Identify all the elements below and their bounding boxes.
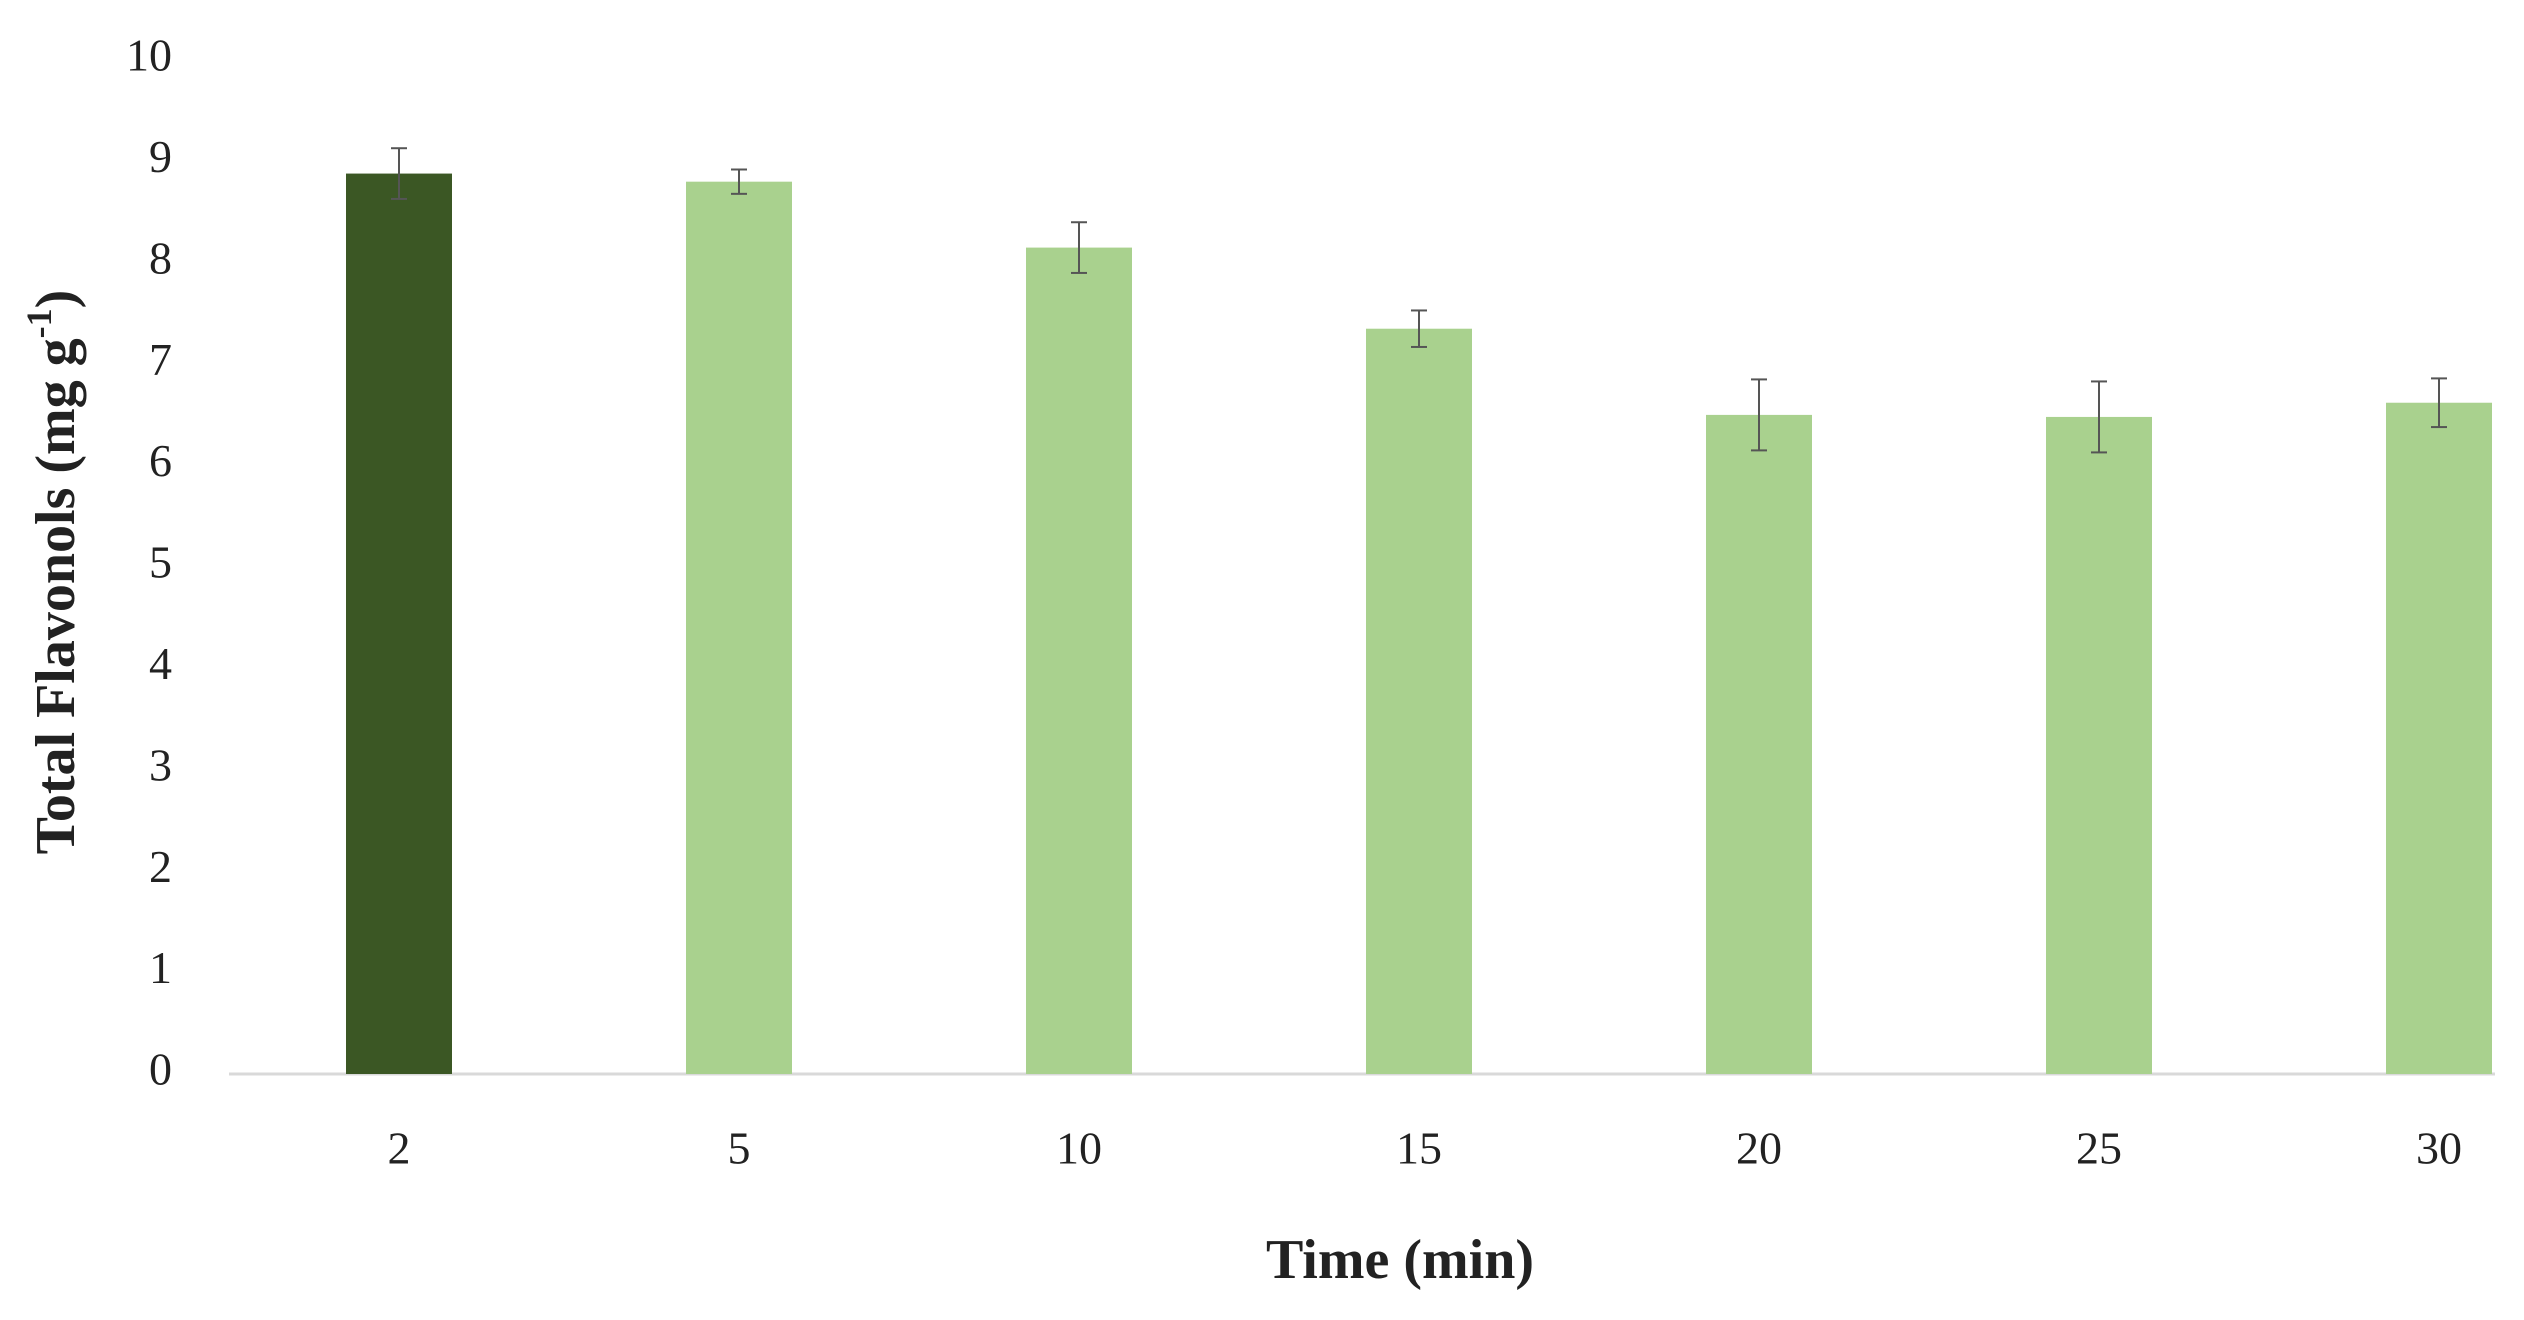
y-tick-label: 10 [126,30,172,81]
bar [686,181,792,1074]
bar [2046,416,2152,1075]
y-axis-title-sup: -1 [19,308,59,338]
x-tick-label: 5 [728,1123,751,1174]
y-axis-title-end: ) [25,290,87,309]
x-tick-label: 10 [1056,1123,1102,1174]
x-tick-label: 2 [388,1123,411,1174]
x-tick-label: 20 [1736,1123,1782,1174]
bar [346,173,452,1074]
y-axis-title: Total Flavonols (mg g-1) [19,290,87,855]
x-tick-label: 15 [1396,1123,1442,1174]
bar [1026,247,1132,1075]
y-tick-label: 7 [149,334,172,385]
y-tick-label: 2 [149,841,172,892]
x-tick-label: 30 [2416,1123,2462,1174]
y-tick-label: 0 [149,1044,172,1095]
y-tick-label: 1 [149,942,172,993]
x-tick-label: 25 [2076,1123,2122,1174]
y-tick-label: 8 [149,232,172,283]
bar [2386,402,2492,1074]
bar [1706,414,1812,1074]
y-tick-label: 6 [149,435,172,486]
y-tick-label: 5 [149,537,172,588]
y-axis-title-main: Total Flavonols (mg g [25,338,87,854]
x-axis-title: Time (min) [1266,1229,1534,1291]
y-tick-label: 9 [149,131,172,182]
y-tick-label: 3 [149,739,172,790]
y-tick-label: 4 [149,638,172,689]
bar [1366,328,1472,1075]
